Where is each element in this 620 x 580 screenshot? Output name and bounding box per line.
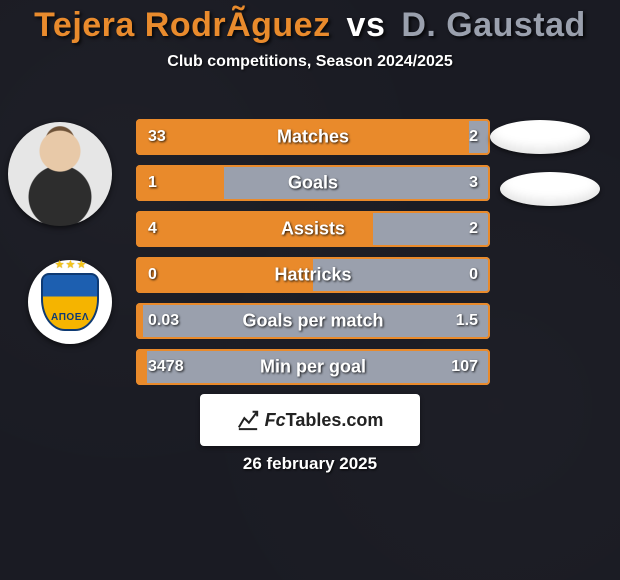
- bar-player2: [224, 165, 490, 201]
- club-crest: ★ ★ ★ ΑΠΟΕΛ: [28, 260, 112, 344]
- brand-text: FcTables.com: [265, 410, 384, 431]
- stats-container: 332Matches13Goals42Assists00Hattricks0.0…: [136, 119, 490, 395]
- bar-player2: [147, 349, 490, 385]
- stat-row: 0.031.5Goals per match: [136, 303, 490, 339]
- bar-player1: [136, 119, 469, 155]
- player2-name: D. Gaustad: [401, 6, 585, 44]
- brand-rest: Tables.com: [286, 410, 384, 430]
- value-player2: 0: [469, 266, 478, 284]
- stat-row: 332Matches: [136, 119, 490, 155]
- value-player1: 1: [148, 174, 157, 192]
- flag-ellipse: [490, 120, 590, 154]
- date-text: 26 february 2025: [0, 454, 620, 474]
- brand-fc: Fc: [265, 410, 286, 430]
- player1-photo: [8, 122, 112, 226]
- value-player2: 3: [469, 174, 478, 192]
- chart-icon: [237, 409, 259, 431]
- crest-shield: ΑΠΟΕΛ: [41, 273, 99, 331]
- crest-stars: ★ ★ ★: [55, 258, 86, 271]
- stat-row: 13Goals: [136, 165, 490, 201]
- stat-row: 00Hattricks: [136, 257, 490, 293]
- value-player1: 33: [148, 128, 166, 146]
- stat-row: 42Assists: [136, 211, 490, 247]
- bar-player2: [143, 303, 490, 339]
- value-player1: 0: [148, 266, 157, 284]
- value-player2: 2: [469, 220, 478, 238]
- subtitle: Club competitions, Season 2024/2025: [0, 53, 620, 71]
- stat-row: 3478107Min per goal: [136, 349, 490, 385]
- comparison-title: Tejera RodrÃ­guez vs D. Gaustad: [0, 0, 620, 45]
- value-player2: 2: [469, 128, 478, 146]
- bar-player1: [136, 303, 143, 339]
- value-player1: 3478: [148, 358, 184, 376]
- bar-player1: [136, 211, 373, 247]
- crest-text: ΑΠΟΕΛ: [51, 312, 89, 323]
- flag-ellipse: [500, 172, 600, 206]
- value-player2: 107: [451, 358, 478, 376]
- bar-player1: [136, 349, 147, 385]
- value-player2: 1.5: [456, 312, 478, 330]
- value-player1: 4: [148, 220, 157, 238]
- vs-text: vs: [341, 6, 392, 44]
- bar-player2: [313, 257, 490, 293]
- value-player1: 0.03: [148, 312, 179, 330]
- fctables-logo[interactable]: FcTables.com: [200, 394, 420, 446]
- player1-name: Tejera RodrÃ­guez: [34, 6, 330, 44]
- bar-player1: [136, 257, 313, 293]
